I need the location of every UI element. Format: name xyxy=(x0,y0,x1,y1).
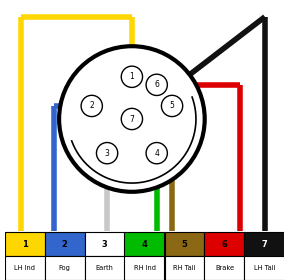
Circle shape xyxy=(81,95,102,116)
Text: 2: 2 xyxy=(62,240,67,249)
Circle shape xyxy=(121,66,142,87)
Text: 4: 4 xyxy=(142,240,147,249)
Circle shape xyxy=(97,143,118,164)
Text: LH Tail: LH Tail xyxy=(254,265,275,271)
Circle shape xyxy=(121,108,142,130)
Bar xyxy=(205,232,244,256)
Circle shape xyxy=(162,95,183,116)
Circle shape xyxy=(146,143,167,164)
Bar xyxy=(205,256,244,280)
Text: 1: 1 xyxy=(22,240,27,249)
Bar xyxy=(5,256,45,280)
Bar xyxy=(164,232,205,256)
Bar xyxy=(164,256,205,280)
Bar xyxy=(45,256,84,280)
Text: 1: 1 xyxy=(129,72,134,81)
Text: 7: 7 xyxy=(129,115,134,123)
Text: RH Tail: RH Tail xyxy=(173,265,196,271)
Text: 6: 6 xyxy=(222,240,227,249)
Text: 3: 3 xyxy=(105,149,110,158)
Bar xyxy=(84,256,125,280)
Bar xyxy=(5,232,45,256)
Bar xyxy=(125,256,164,280)
Bar xyxy=(45,232,84,256)
Text: Fog: Fog xyxy=(59,265,71,271)
Text: 6: 6 xyxy=(154,80,159,89)
Text: 7: 7 xyxy=(262,240,267,249)
Circle shape xyxy=(146,74,167,95)
Bar xyxy=(84,232,125,256)
Text: 3: 3 xyxy=(102,240,108,249)
Text: Brake: Brake xyxy=(215,265,234,271)
Text: 2: 2 xyxy=(89,101,94,110)
Text: 4: 4 xyxy=(154,149,159,158)
Bar xyxy=(244,256,284,280)
Text: Earth: Earth xyxy=(96,265,114,271)
Bar xyxy=(244,232,284,256)
Text: 5: 5 xyxy=(170,101,175,110)
Circle shape xyxy=(59,46,205,192)
Text: 5: 5 xyxy=(181,240,188,249)
Text: LH Ind: LH Ind xyxy=(14,265,35,271)
Text: RH Ind: RH Ind xyxy=(134,265,155,271)
Bar xyxy=(125,232,164,256)
